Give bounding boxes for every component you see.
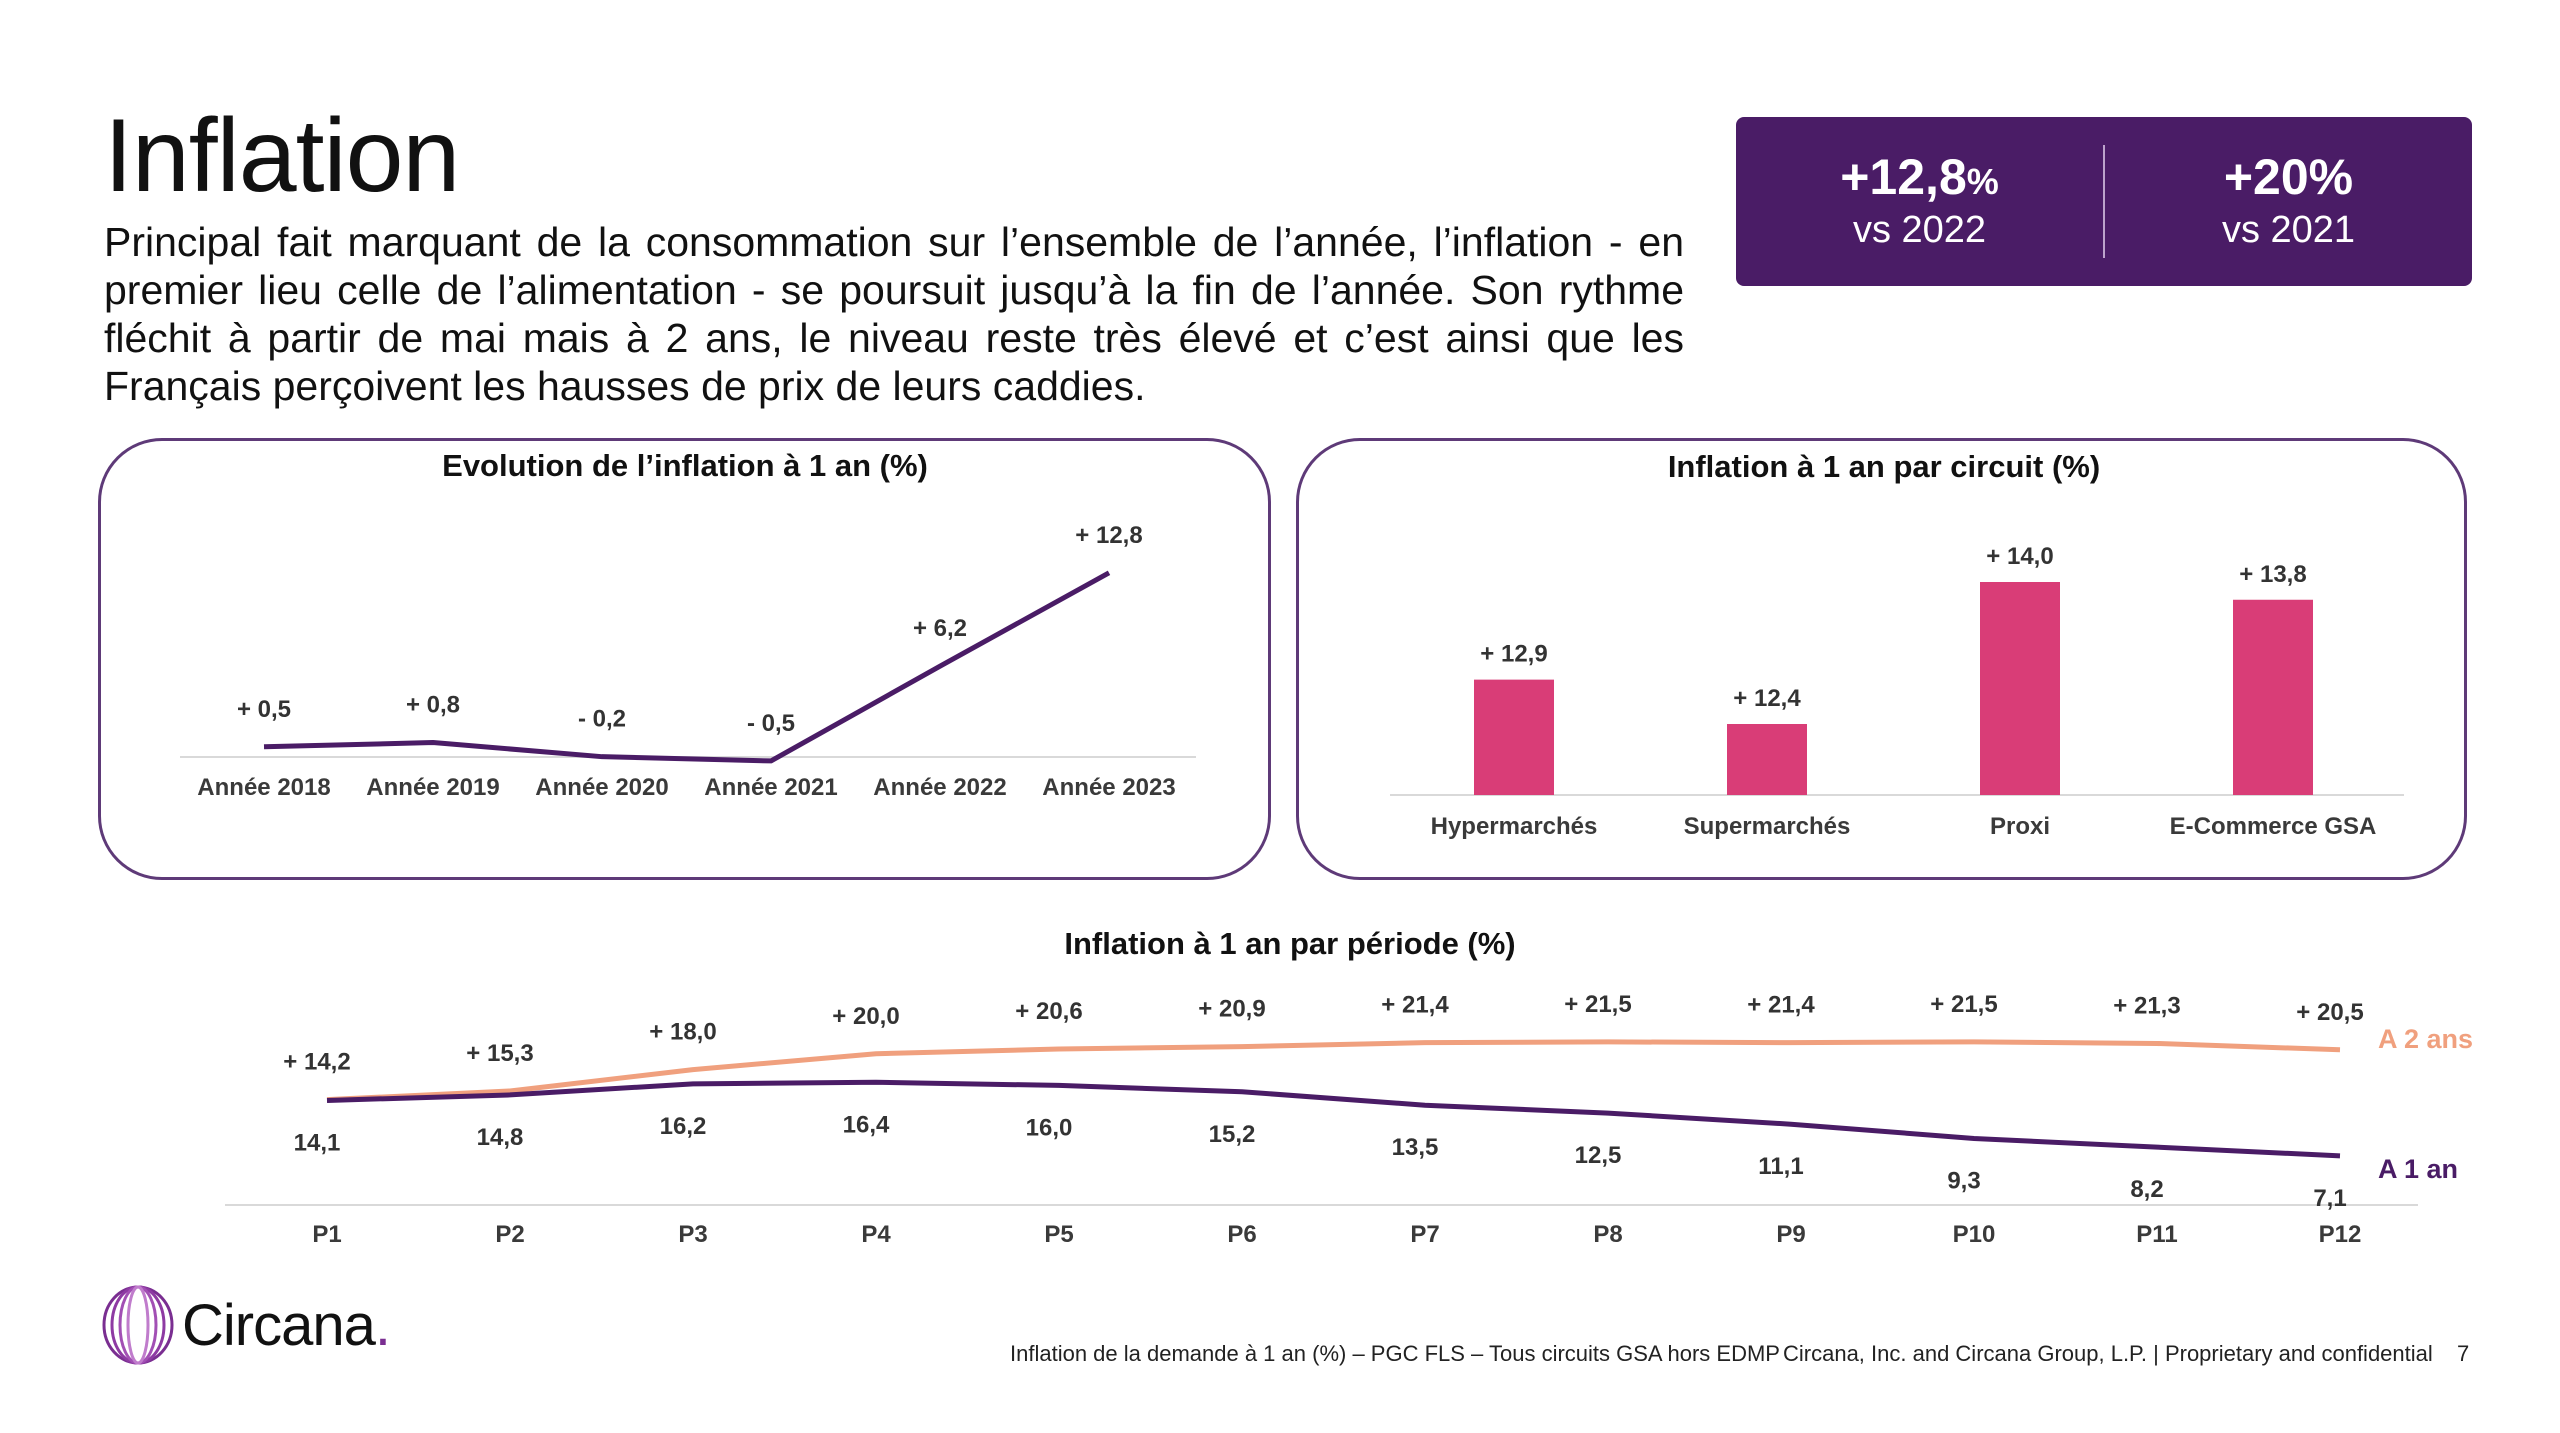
kpi-value: +20% (2223, 148, 2354, 205)
data-label: + 0,8 (406, 692, 460, 719)
category-label: P10 (1953, 1221, 1996, 1248)
category-label: P3 (678, 1221, 707, 1248)
category-label: Année 2020 (535, 774, 668, 801)
footer-source: Inflation de la demande à 1 an (%) – PGC… (1010, 1341, 1780, 1366)
data-label: + 6,2 (913, 615, 967, 642)
data-label: + 12,9 (1480, 641, 1547, 668)
bar (1474, 679, 1554, 795)
intro-paragraph: Principal fait marquant de la consommati… (104, 219, 1684, 409)
data-label: + 12,4 (1733, 685, 1801, 712)
bar (1727, 724, 1807, 795)
series-line (326, 1079, 2341, 1159)
data-label: + 12,8 (1075, 522, 1142, 549)
data-label: 14,1 (294, 1129, 341, 1156)
category-label: P1 (312, 1221, 341, 1248)
series-name-label: A 2 ans (2378, 1024, 2473, 1054)
data-label: + 14,0 (1986, 543, 2053, 570)
data-label: 12,5 (1575, 1142, 1622, 1169)
chart-annual: + 0,5 Année 2018 + 0,8 Année 2019 - 0,2 Année… (180, 522, 1196, 801)
data-label: + 13,8 (2239, 561, 2306, 588)
chart-period: + 14,2 + 15,3 + 18,0 + 20,0 + 20,6 + 20,9 + 21… (225, 991, 2473, 1248)
footer-legal: Circana, Inc. and Circana Group, L.P. | … (1783, 1341, 2433, 1366)
category-label: P12 (2319, 1221, 2362, 1248)
data-label: 9,3 (1947, 1167, 1980, 1194)
category-label: E-Commerce GSA (2170, 813, 2377, 840)
data-label: 11,1 (1758, 1153, 1803, 1180)
kpi-vs-2022: +12,8% vs 2022 (1736, 117, 2103, 286)
category-label: P7 (1410, 1221, 1439, 1248)
logo-wordmark: Circana. (182, 1292, 391, 1358)
data-label: + 20,6 (1015, 998, 1082, 1025)
panel-inflation-annual (98, 438, 1271, 880)
data-label: + 15,3 (466, 1040, 533, 1067)
data-label: - 0,2 (578, 706, 626, 733)
kpi-divider (2103, 145, 2105, 258)
footer-page-number: 7 (2457, 1341, 2470, 1366)
data-label: + 14,2 (283, 1049, 350, 1076)
category-label: Année 2021 (704, 774, 837, 801)
circana-logo-icon (102, 1285, 174, 1365)
category-label: P6 (1227, 1221, 1256, 1248)
data-label: 14,8 (477, 1124, 524, 1151)
data-label: + 21,3 (2113, 992, 2180, 1019)
category-label: P11 (2136, 1221, 2177, 1248)
category-label: Année 2023 (1042, 774, 1175, 801)
category-label: Année 2019 (366, 774, 499, 801)
data-label: + 20,9 (1198, 996, 1265, 1023)
series-line (263, 570, 1111, 764)
data-label: 8,2 (2130, 1176, 2163, 1203)
data-label: + 0,5 (237, 696, 291, 723)
kpi-value: +12,8% (1840, 148, 1999, 205)
kpi-vs-2021: +20% vs 2021 (2105, 117, 2472, 286)
chart-title-period: Inflation à 1 an par période (%) (1064, 926, 1515, 961)
data-label: + 21,5 (1564, 991, 1631, 1018)
category-label: Année 2022 (873, 774, 1006, 801)
data-label: + 21,4 (1381, 992, 1449, 1019)
series-name-label: A 1 an (2378, 1154, 2458, 1184)
data-label: + 20,5 (2296, 999, 2363, 1026)
category-label: P9 (1776, 1221, 1805, 1248)
data-label: + 21,4 (1747, 992, 1815, 1019)
kpi-box: +12,8% vs 2022 +20% vs 2021 (1736, 117, 2472, 286)
kpi-subtitle: vs 2021 (2221, 209, 2356, 252)
chart-channel: + 12,9 Hypermarchés + 12,4 Supermarchés + 14… (1390, 543, 2404, 840)
data-label: 7,1 (2313, 1185, 2346, 1212)
circana-logo: Circana. (100, 1283, 391, 1367)
data-label: + 20,0 (832, 1003, 899, 1030)
data-label: 15,2 (1209, 1121, 1256, 1148)
data-label: 16,4 (843, 1111, 890, 1138)
data-label: - 0,5 (747, 710, 795, 737)
chart-title-annual: Evolution de l’inflation à 1 an (%) (442, 448, 928, 483)
category-label: Année 2018 (197, 774, 330, 801)
category-label: P4 (861, 1221, 891, 1248)
bar (1980, 582, 2060, 795)
page-title: Inflation (104, 98, 460, 214)
category-label: P5 (1044, 1221, 1073, 1248)
data-label: + 21,5 (1930, 991, 1997, 1018)
category-label: P8 (1593, 1221, 1622, 1248)
data-label: 16,2 (660, 1113, 707, 1140)
chart-title-channel: Inflation à 1 an par circuit (%) (1668, 449, 2100, 484)
category-label: Supermarchés (1684, 813, 1851, 840)
category-label: Hypermarchés (1431, 813, 1598, 840)
category-label: P2 (495, 1221, 524, 1248)
series-line (326, 1039, 2341, 1103)
kpi-subtitle: vs 2022 (1852, 209, 1987, 252)
data-label: + 18,0 (649, 1019, 716, 1046)
bar (2233, 599, 2313, 795)
data-label: 13,5 (1392, 1134, 1439, 1161)
data-label: 16,0 (1026, 1114, 1073, 1141)
category-label: Proxi (1990, 813, 2050, 840)
